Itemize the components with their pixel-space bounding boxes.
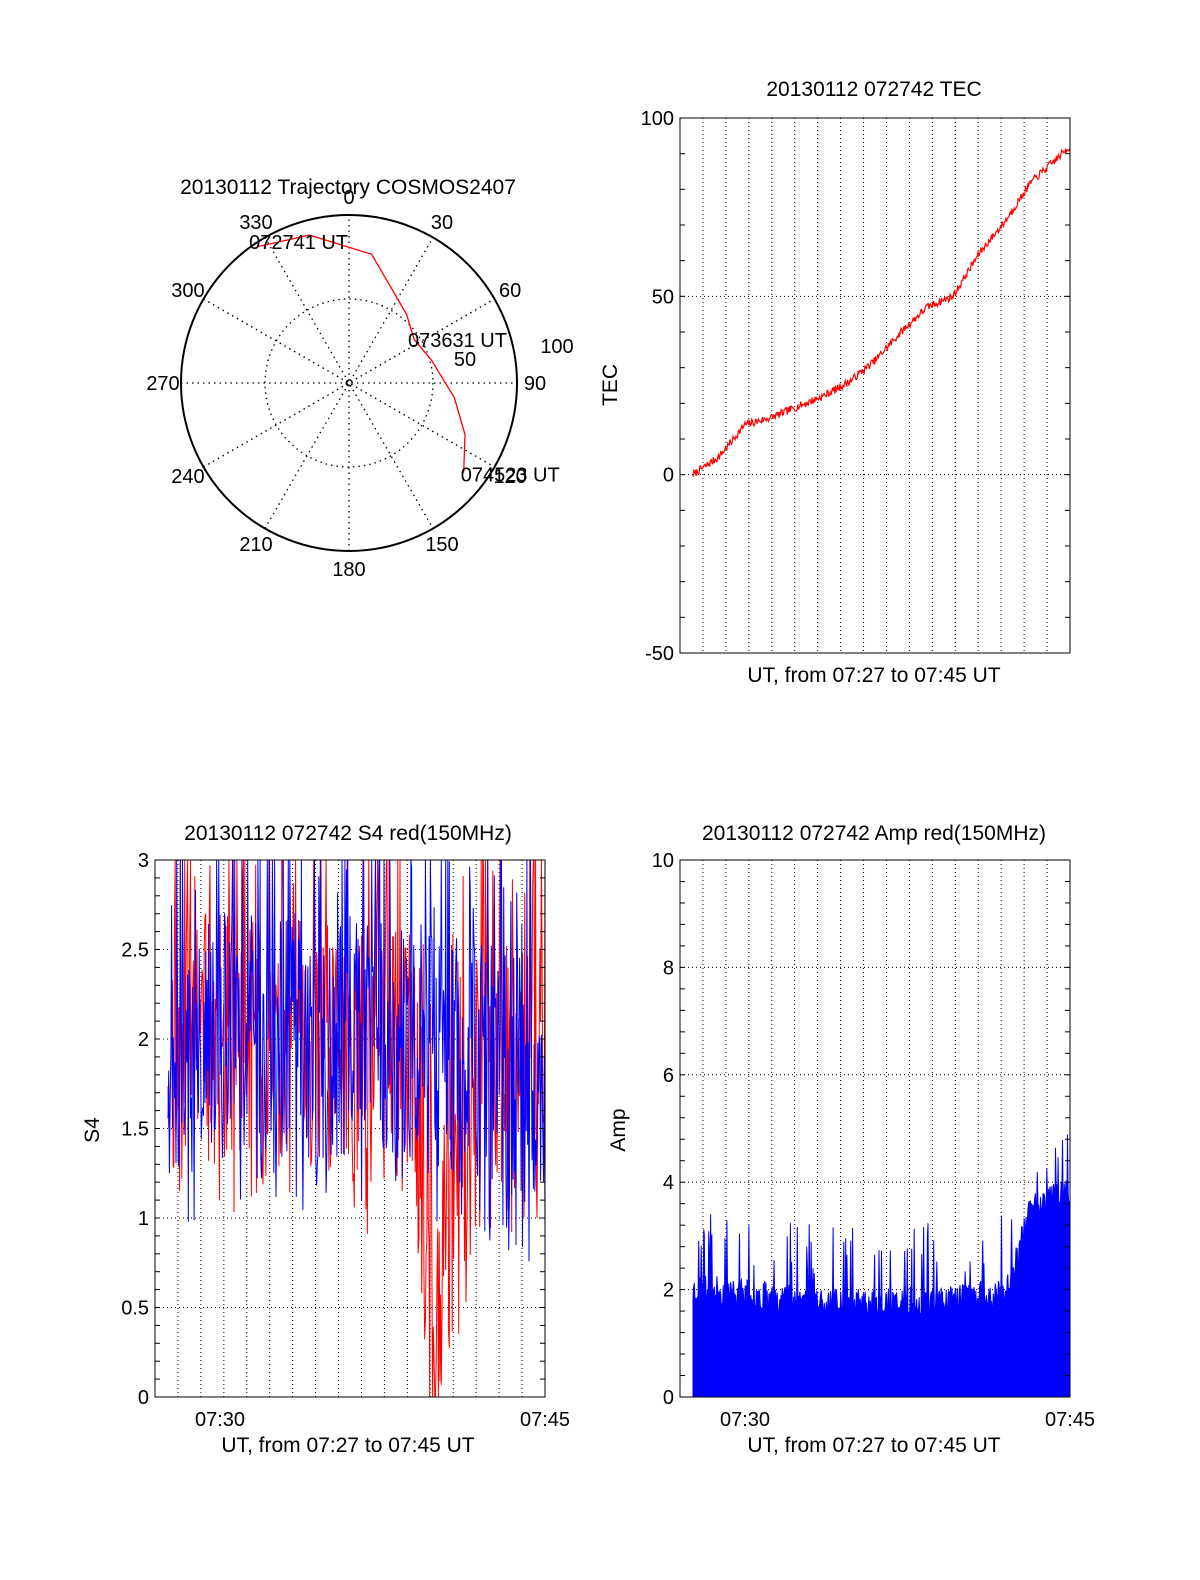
amp-series: [692, 1134, 1071, 1398]
polar-grid: [180, 214, 518, 552]
amp-y-tick-label: 6: [663, 1065, 674, 1087]
s4-y-tick-label: 1.5: [121, 1119, 149, 1141]
trajectory-title: 20130112 Trajectory COSMOS2407: [180, 176, 516, 199]
s4-y-tick-label: 1: [138, 1208, 149, 1230]
amp-title: 20130112 072742 Amp red(150MHz): [702, 822, 1046, 845]
amp-y-axis-label: Amp: [607, 1108, 630, 1151]
angle-label-120: 120: [493, 466, 526, 488]
trajectory-polar-plot: 20130112 Trajectory COSMOS2407 0 30 60 90 12…: [146, 176, 573, 581]
s4-y-tick-label: 0.5: [121, 1298, 149, 1320]
polar-spoke: [203, 298, 495, 468]
amp-x-tick-label: 07:45: [1045, 1409, 1095, 1431]
trajectory-time-label: 072741 UT: [249, 232, 348, 254]
tec-y-tick-label: 100: [641, 108, 674, 130]
radial-label-50: 50: [454, 349, 476, 371]
angle-label-210: 210: [239, 534, 272, 556]
s4-x-tick-label: 07:45: [520, 1409, 570, 1431]
polar-spoke: [203, 298, 495, 468]
s4-y-tick-label: 0: [138, 1387, 149, 1409]
tec-y-axis-label: TEC: [599, 364, 622, 406]
amp-y-tick-label: 0: [663, 1387, 674, 1409]
tec-title: 20130112 072742 TEC: [766, 78, 981, 101]
amp-y-tick-label: 10: [652, 850, 674, 872]
trajectory-time-label: 073631 UT: [408, 330, 507, 352]
amp-y-ticks: 10 8 6 4 2 0: [652, 850, 1070, 1409]
tec-series: [692, 147, 1071, 477]
s4-series: [167, 859, 546, 1398]
s4-x-tick-label: 07:30: [195, 1409, 245, 1431]
tec-y-ticks: 100 50 0 -50: [641, 108, 1070, 665]
angle-label-30: 30: [431, 212, 453, 234]
s4-x-axis-label: UT, from 07:27 to 07:45 UT: [221, 1434, 474, 1457]
s4-y-tick-label: 2.5: [121, 940, 149, 962]
angle-label-270: 270: [146, 373, 179, 395]
polar-inner-circle: [264, 298, 434, 468]
angle-label-300: 300: [171, 280, 204, 302]
s4-line-blue: [167, 859, 546, 1262]
s4-x-ticks: 07:30 07:45: [195, 1409, 570, 1431]
amp-x-axis-label: UT, from 07:27 to 07:45 UT: [747, 1434, 1000, 1457]
angle-label-60: 60: [499, 280, 521, 302]
amp-plot-frame: [679, 859, 1071, 1398]
polar-spoke: [264, 237, 434, 529]
tec-y-tick-label: 0: [663, 465, 674, 487]
angle-label-240: 240: [171, 466, 204, 488]
angle-label-330: 330: [239, 212, 272, 234]
tec-y-tick-label: -50: [645, 643, 674, 665]
s4-y-axis-label: S4: [81, 1117, 104, 1143]
amp-bars: [692, 1134, 1071, 1398]
amp-y-tick-label: 2: [663, 1280, 674, 1302]
s4-y-ticks: 3 2.5 2 1.5 1 0.5 0: [121, 850, 545, 1409]
polar-spoke: [264, 237, 434, 529]
amp-chart: 20130112 072742 Amp red(150MHz) 1086420 …: [607, 822, 1095, 1457]
s4-y-tick-label: 3: [138, 850, 149, 872]
trajectory-line: [256, 234, 466, 473]
radial-label-100: 100: [540, 336, 573, 358]
tec-x-axis-label: UT, from 07:27 to 07:45 UT: [747, 664, 1000, 687]
s4-y-tick-label: 2: [138, 1029, 149, 1051]
trajectory-time-label: 074523 UT: [461, 465, 560, 487]
s4-chart: 20130112 072742 S4 red(150MHz) 3 2.5 2 1.5 1…: [81, 822, 570, 1457]
tec-y-tick-label: 50: [652, 286, 674, 308]
amp-y-tick-label: 4: [663, 1172, 674, 1194]
amp-y-tick-label: 8: [663, 957, 674, 979]
tec-chart: 20130112 072742 TEC 100 50 0 -50 UT, from 0…: [599, 78, 1071, 687]
amp-x-tick-label: 07:30: [720, 1409, 770, 1431]
tec-grid: [680, 117, 1070, 654]
polar-angle-labels: 0 30 60 90 120 150 180 210 240 270 300 330: [146, 187, 546, 581]
trajectory-series: 072741 UT 073631 UT 074523 UT: [249, 232, 560, 487]
tec-plot-frame: [679, 117, 1071, 654]
angle-label-90: 90: [524, 373, 546, 395]
angle-label-0: 0: [343, 187, 354, 209]
angle-label-180: 180: [332, 559, 365, 581]
angle-label-150: 150: [425, 534, 458, 556]
amp-x-ticks: 07:30 07:45: [720, 1409, 1095, 1431]
tec-line: [692, 147, 1071, 477]
s4-title: 20130112 072742 S4 red(150MHz): [184, 822, 512, 845]
